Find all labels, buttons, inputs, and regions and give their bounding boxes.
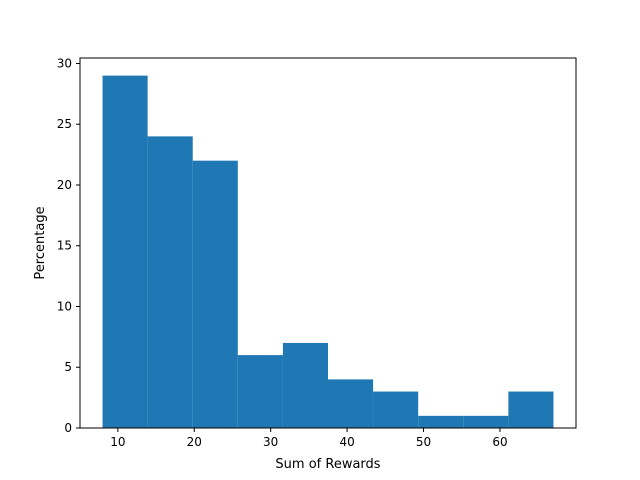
y-tick-label: 0 [64, 421, 72, 435]
x-tick-label: 50 [416, 435, 431, 449]
histogram-bar [373, 391, 419, 428]
plot-area-frame [79, 57, 577, 429]
histogram-bar [328, 379, 374, 428]
y-axis-label: Percentage [33, 206, 48, 279]
histogram-bars [102, 75, 554, 428]
y-axis: 0 5 10 15 20 25 30 [57, 56, 80, 435]
histogram-bar [282, 342, 328, 428]
histogram-bar [102, 75, 148, 428]
histogram-bar [237, 355, 283, 428]
y-tick-label: 25 [57, 117, 72, 131]
x-tick-label: 60 [492, 435, 507, 449]
y-tick-label: 10 [57, 299, 72, 313]
x-axis: 10 20 30 40 50 60 [110, 428, 508, 449]
histogram-bar [192, 160, 238, 428]
histogram-bar [418, 415, 464, 428]
x-tick-label: 40 [339, 435, 354, 449]
histogram-bar [463, 415, 509, 428]
x-axis-label: Sum of Rewards [275, 457, 380, 472]
y-tick-label: 30 [57, 56, 72, 70]
y-tick-label: 20 [57, 178, 72, 192]
y-tick-label: 5 [64, 360, 72, 374]
histogram-bar [147, 136, 193, 428]
x-tick-label: 10 [110, 435, 125, 449]
x-tick-label: 20 [187, 435, 202, 449]
x-tick-label: 30 [263, 435, 278, 449]
histogram-bar [508, 391, 554, 428]
y-tick-label: 15 [57, 239, 72, 253]
